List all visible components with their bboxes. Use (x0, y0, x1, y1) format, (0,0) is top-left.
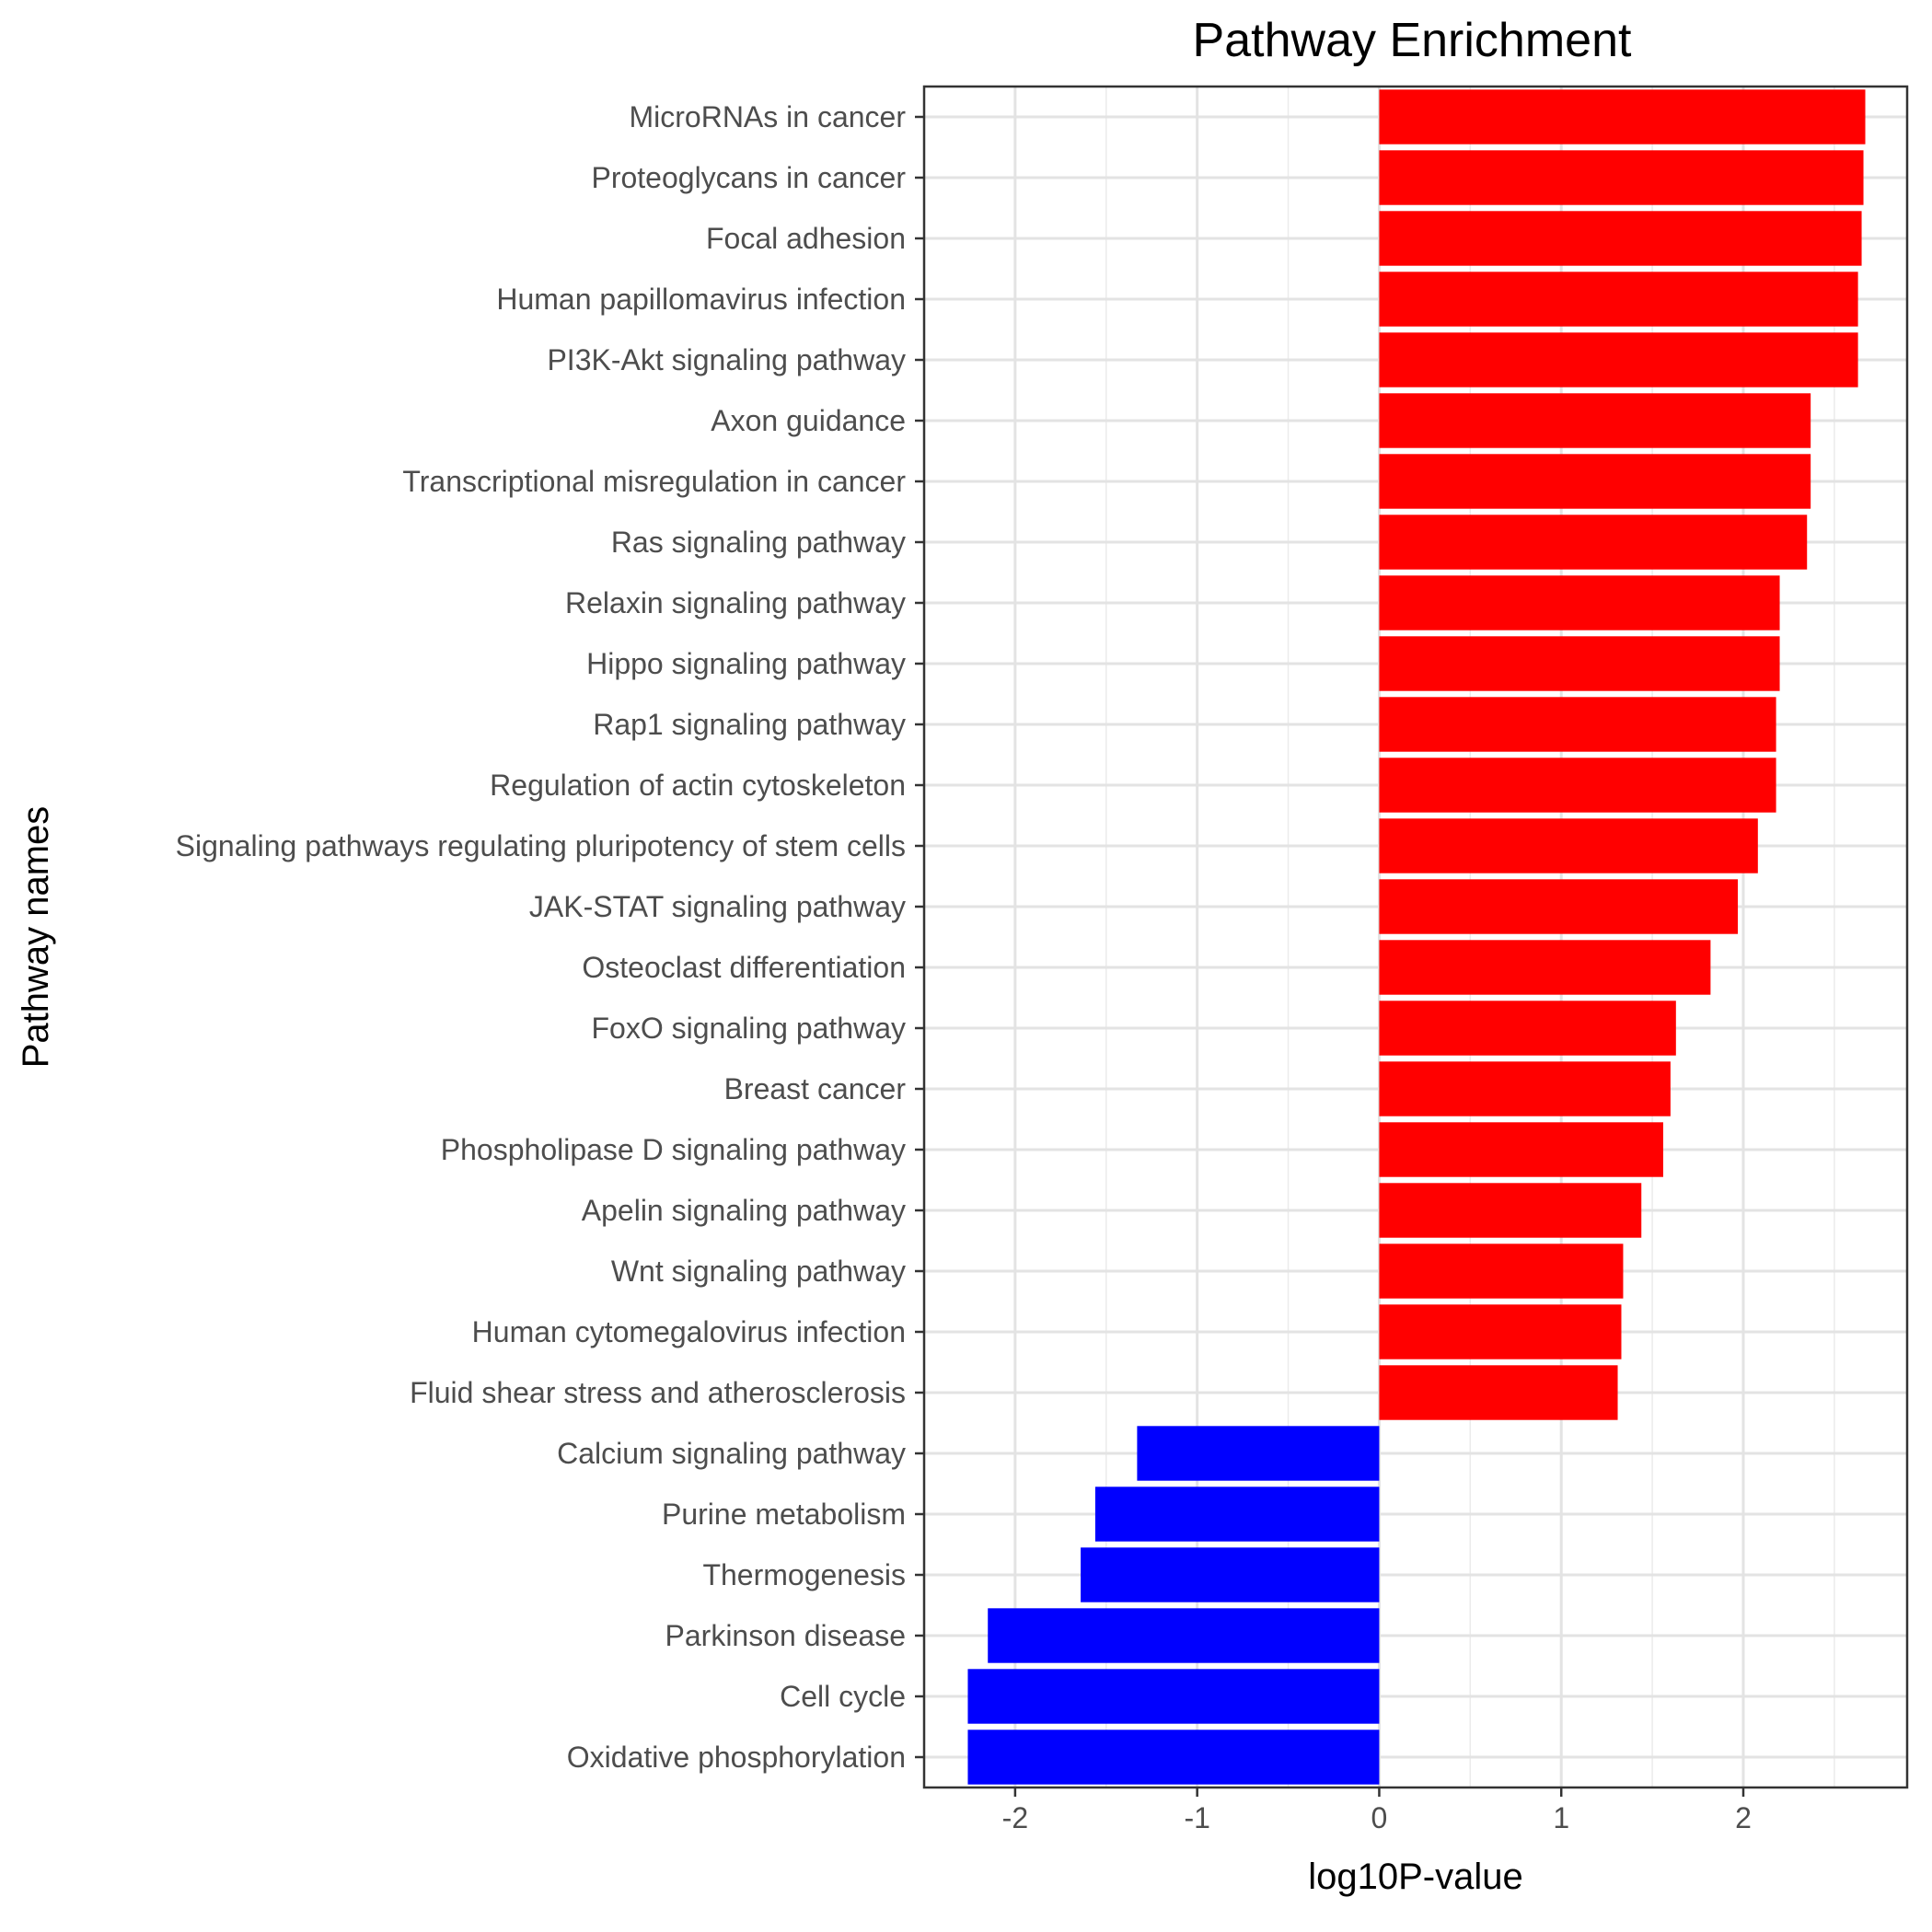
y-tick-label: Human cytomegalovirus infection (472, 1315, 906, 1348)
bar (1379, 1244, 1624, 1299)
x-tick-label: 2 (1735, 1801, 1752, 1834)
bar (1379, 758, 1776, 813)
bar (1137, 1426, 1380, 1481)
bar (967, 1669, 1380, 1724)
bar (1379, 1122, 1663, 1177)
y-axis: MicroRNAs in cancer Proteoglycans in canc… (176, 100, 924, 1774)
y-tick-label: Apelin signaling pathway (582, 1194, 906, 1227)
bar (1379, 575, 1780, 631)
bar (1081, 1547, 1380, 1602)
bars-layer (967, 89, 1866, 1785)
bar (988, 1608, 1380, 1663)
bar (1379, 1061, 1671, 1116)
y-tick-label: FoxO signaling pathway (591, 1012, 906, 1045)
y-tick-label: PI3K-Akt signaling pathway (547, 343, 906, 376)
y-tick-label: Regulation of actin cytoskeleton (490, 769, 906, 802)
bar (1379, 818, 1758, 873)
bar (1379, 1304, 1622, 1359)
chart-title: Pathway Enrichment (1193, 14, 1632, 67)
bar (1379, 393, 1811, 448)
y-tick-label: Parkinson disease (665, 1619, 906, 1652)
bar (1379, 454, 1811, 509)
y-tick-label: Human papillomavirus infection (496, 283, 906, 316)
bar (1379, 697, 1776, 752)
bar (1379, 150, 1864, 205)
y-tick-label: Transcriptional misregulation in cancer (402, 465, 906, 498)
bar (1379, 1365, 1618, 1420)
y-tick-label: Phospholipase D signaling pathway (441, 1133, 906, 1166)
bar (1379, 89, 1866, 145)
bar (1094, 1487, 1380, 1542)
x-tick-label: -2 (1002, 1801, 1028, 1834)
bar (1379, 940, 1711, 995)
bar (1379, 1183, 1642, 1238)
bar (967, 1730, 1380, 1785)
x-tick-label: 0 (1371, 1801, 1388, 1834)
x-axis-title: log10P-value (1308, 1857, 1523, 1897)
bar (1379, 211, 1862, 266)
y-tick-label: Oxidative phosphorylation (567, 1741, 906, 1774)
y-tick-label: Signaling pathways regulating pluripoten… (176, 829, 906, 862)
y-tick-label: Rap1 signaling pathway (593, 708, 906, 741)
y-tick-label: Proteoglycans in cancer (591, 161, 906, 194)
x-tick-label: 1 (1553, 1801, 1569, 1834)
y-tick-label: Calcium signaling pathway (557, 1437, 906, 1470)
bar (1379, 272, 1858, 327)
y-tick-label: Purine metabolism (662, 1498, 906, 1531)
y-tick-label: Thermogenesis (702, 1558, 906, 1591)
bar (1379, 879, 1739, 934)
y-tick-label: Ras signaling pathway (611, 526, 906, 559)
y-tick-label: Fluid shear stress and atherosclerosis (410, 1376, 906, 1409)
y-tick-label: Wnt signaling pathway (611, 1255, 906, 1288)
y-axis-title: Pathway names (16, 806, 56, 1069)
bar (1379, 1001, 1676, 1056)
panel-border (922, 85, 1909, 1789)
y-tick-label: Focal adhesion (706, 222, 906, 255)
y-tick-label: Hippo signaling pathway (586, 647, 906, 680)
y-tick-label: JAK-STAT signaling pathway (529, 890, 906, 923)
y-tick-label: Breast cancer (724, 1072, 907, 1105)
bar (1379, 332, 1858, 388)
y-tick-label: Cell cycle (780, 1680, 906, 1713)
y-tick-label: MicroRNAs in cancer (629, 100, 906, 133)
x-tick-label: -1 (1184, 1801, 1209, 1834)
y-tick-label: Osteoclast differentiation (582, 951, 906, 984)
x-axis: -2 -1 0 1 2 (1002, 1787, 1752, 1834)
bar (1379, 515, 1808, 570)
y-tick-label: Relaxin signaling pathway (565, 586, 906, 619)
bar (1379, 636, 1780, 691)
y-tick-label: Axon guidance (711, 404, 906, 437)
